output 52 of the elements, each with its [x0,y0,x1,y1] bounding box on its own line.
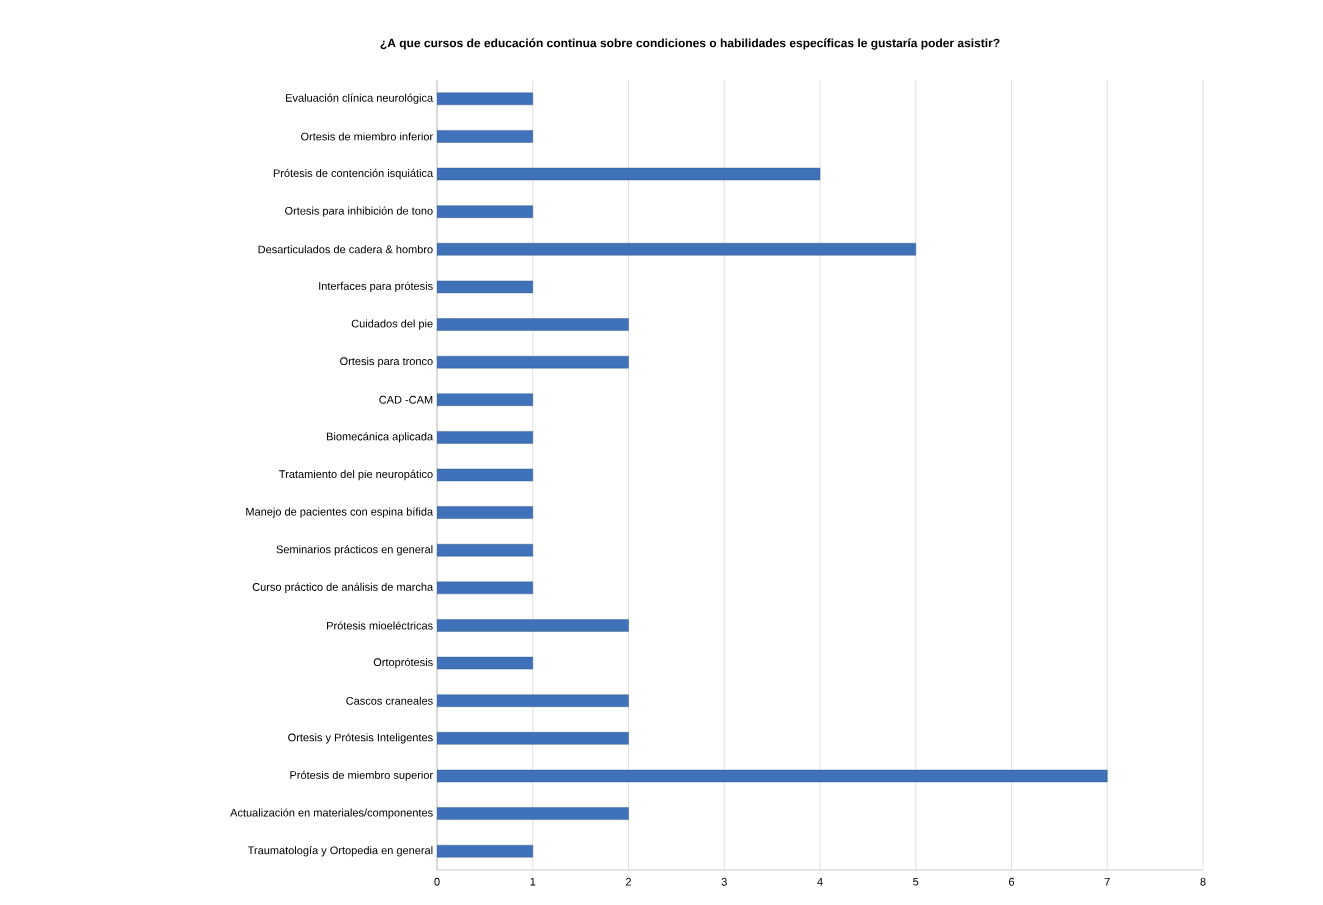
bar [437,845,533,858]
x-tick-label: 5 [913,877,919,886]
bar [437,318,629,331]
y-tick-label: Curso práctico de análisis de marcha [252,582,434,594]
y-tick-label: Evaluación clínica neurológica [286,93,434,104]
bar [437,694,629,707]
bar [437,619,629,632]
bar [437,130,533,143]
x-tick-label: 7 [1104,877,1110,886]
y-tick-label: Ortesis y Prótesis Inteligentes [288,733,433,744]
bar [437,205,533,218]
y-tick-label: Desarticulados de cadera & hombro [258,245,433,254]
y-tick-label: Ortoprótesis [373,657,433,669]
chart-title: ¿A que cursos de educación continua sobre condiciones o habilidades específicas le gustaría poder asistir? [380,38,1000,50]
y-tick-label: Seminarios prácticos en general [276,545,433,556]
y-tick-label: Interfaces para prótesis [319,281,433,293]
x-tick-label: 1 [530,877,536,886]
bar [437,807,629,820]
x-tick-label: 3 [721,877,727,886]
y-tick-label: Tratamiento del pie neuropático [279,469,433,481]
bar [437,167,821,181]
x-tick-label: 2 [626,877,632,886]
y-tick-label: Biomecánica aplicada [327,432,434,443]
bar [437,468,533,482]
bar [437,656,533,670]
y-tick-label: Ortesis para tronco [340,357,433,368]
bar [437,769,1108,783]
y-tick-label: Ortesis para inhibición de tono [285,206,433,217]
x-tick-label: 4 [817,877,823,886]
y-tick-label: Prótesis mioeléctricas [327,621,433,630]
y-tick-label: Manejo de pacientes con espina bífida [246,507,434,518]
y-tick-label: Prótesis de contención isquiática [273,168,434,180]
bar [437,280,533,294]
bar [437,581,533,595]
y-tick-label: Cuidados del pie [351,319,433,330]
x-tick-label: 0 [434,877,440,886]
y-tick-label: Actualización en materiales/componentes [230,808,433,819]
x-tick-label: 6 [1009,877,1015,886]
y-tick-label: Traumatología y Ortopedia en general [247,846,433,857]
bar [437,732,629,745]
bar [437,393,533,406]
y-tick-label: CAD -CAM [379,395,433,404]
bar [437,355,629,369]
bar [437,243,916,256]
x-tick-label: 8 [1200,877,1206,886]
y-tick-label: Prótesis de miembro superior [290,770,433,782]
y-tick-label: Cascos craneales [346,696,433,705]
bar [437,92,533,105]
bar [437,544,533,557]
bar [437,431,533,444]
y-tick-label: Ortesis de miembro inferior [301,132,433,141]
bar [437,506,533,519]
